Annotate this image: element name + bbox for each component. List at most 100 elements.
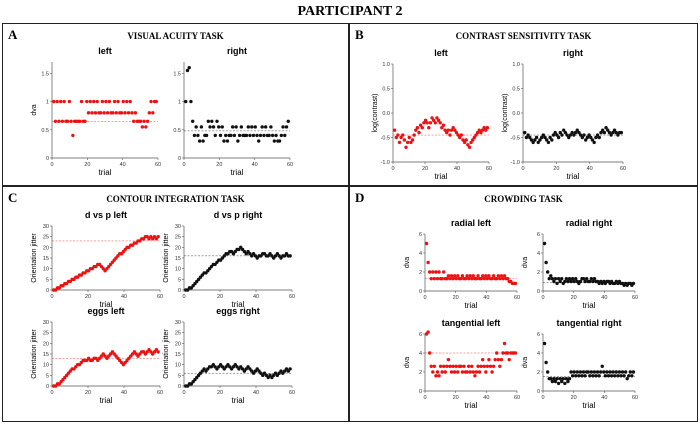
data-point — [116, 99, 120, 104]
data-point — [210, 119, 214, 123]
y-tick-label: -1.0 — [381, 160, 390, 166]
x-tick-label: 20 — [84, 162, 90, 168]
data-point — [449, 128, 454, 132]
y-tick-label: 30 — [43, 224, 49, 230]
data-point — [284, 125, 289, 129]
data-point — [190, 119, 195, 123]
data-point — [428, 121, 433, 125]
data-point — [545, 370, 550, 374]
y-tick-label: 10 — [43, 363, 49, 369]
data-point — [432, 364, 437, 368]
data-point — [396, 133, 400, 137]
data-point — [551, 133, 556, 137]
data-point — [65, 119, 70, 123]
data-point — [480, 274, 485, 278]
data-point — [495, 351, 499, 355]
data-point — [281, 125, 285, 129]
data-point — [149, 99, 153, 104]
x-tick-label: 60 — [289, 390, 295, 396]
data-point — [133, 111, 138, 115]
data-point — [220, 125, 224, 129]
data-point — [583, 374, 587, 378]
data-point — [460, 370, 465, 374]
data-point — [53, 119, 58, 123]
data-point — [555, 376, 559, 381]
data-point — [578, 279, 583, 284]
data-point — [431, 270, 435, 274]
data-point — [67, 99, 72, 104]
data-point — [490, 370, 494, 374]
data-point — [283, 133, 287, 138]
data-point — [126, 111, 131, 115]
data-point — [595, 133, 600, 137]
data-point — [95, 99, 99, 104]
x-tick-label: 60 — [514, 295, 520, 301]
y-tick-label: 0.5 — [382, 87, 390, 93]
x-tick-label: 40 — [121, 390, 127, 396]
data-point — [466, 276, 471, 281]
data-point — [631, 281, 636, 286]
x-tick-label: 0 — [391, 166, 394, 172]
subplot-title: left — [434, 48, 448, 58]
subplot-title: right — [227, 46, 247, 56]
data-point — [430, 116, 434, 120]
data-point — [588, 374, 592, 378]
data-point — [154, 99, 158, 104]
data-point — [505, 276, 510, 281]
chart-ci-dp-right: d vs p right 0 20 40 60 0 5 10 15 20 25 30 trial Orie… — [163, 210, 295, 309]
data-point — [470, 276, 474, 281]
data-point — [462, 364, 466, 368]
data-point — [581, 276, 586, 281]
data-point — [83, 119, 87, 123]
data-point — [213, 133, 217, 138]
x-tick-label: 40 — [601, 295, 607, 301]
data-point — [583, 279, 587, 284]
y-axis-label: Orientation jitter — [31, 233, 38, 283]
data-point — [277, 139, 282, 143]
data-point — [568, 133, 573, 137]
panel-title: CROWDING TASK — [484, 194, 563, 204]
y-tick-label: 1.5 — [173, 71, 181, 77]
data-point — [404, 145, 408, 149]
data-point — [608, 370, 612, 374]
data-point — [476, 274, 480, 278]
data-point — [501, 276, 505, 281]
subplot-title: d vs p right — [214, 210, 263, 220]
data-point — [432, 276, 437, 281]
data-point — [456, 274, 460, 278]
data-point — [394, 135, 398, 140]
x-tick-label: 0 — [50, 390, 53, 396]
data-point — [560, 276, 564, 281]
data-point — [556, 381, 561, 386]
data-point — [437, 270, 441, 274]
data-point — [563, 130, 568, 135]
y-tick-label: 4 — [419, 251, 422, 257]
data-point — [288, 367, 292, 371]
data-point — [123, 111, 127, 115]
data-point — [561, 128, 566, 132]
data-point — [402, 138, 407, 142]
data-point — [487, 357, 491, 362]
data-point — [237, 133, 242, 138]
x-tick-label: 20 — [216, 162, 222, 168]
data-point — [484, 370, 488, 374]
chart-va-left: left 0 20 40 60 0 0.5 1 1.5 trial dva — [31, 46, 161, 177]
data-point — [420, 126, 424, 130]
data-point — [594, 135, 598, 140]
y-tick-label: 2 — [419, 370, 422, 376]
subplot-title: eggs right — [216, 306, 260, 316]
data-point — [211, 125, 216, 129]
data-point — [412, 133, 416, 137]
data-point — [473, 374, 477, 378]
data-point — [547, 276, 551, 281]
data-point — [480, 357, 485, 362]
data-point — [424, 241, 429, 246]
data-point — [459, 364, 463, 368]
data-point — [104, 99, 108, 104]
panel-title: CONTRAST SENSITIVITY TASK — [455, 31, 592, 41]
data-point — [479, 276, 483, 281]
data-point — [218, 133, 223, 138]
data-point — [436, 118, 441, 123]
y-tick-label: -0.5 — [511, 136, 520, 142]
